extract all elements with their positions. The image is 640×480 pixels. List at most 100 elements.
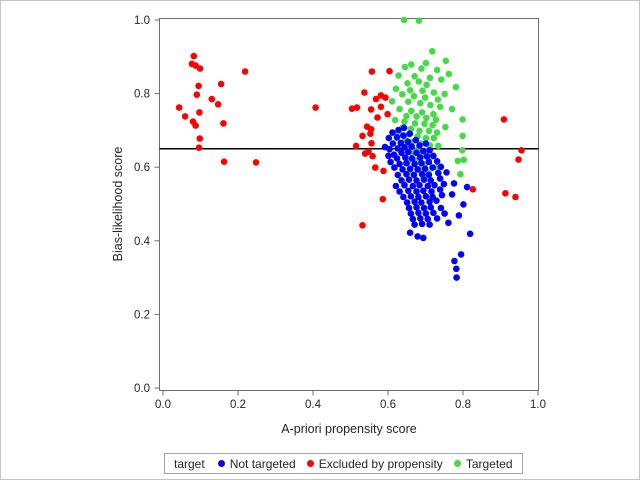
data-point-not-targeted [422,140,430,147]
data-point-not-targeted [422,210,430,217]
data-point-excluded-by-propensity [353,104,361,111]
data-point-not-targeted [413,204,420,211]
data-point-not-targeted [410,171,418,179]
data-point-not-targeted [427,204,435,211]
data-point-targeted [423,81,430,89]
y-tick-label: 0.4 [134,236,151,248]
x-tick-label: 0.8 [455,399,471,411]
data-point-not-targeted [440,180,448,188]
data-point-not-targeted [392,182,400,190]
data-point-not-targeted [433,158,441,165]
data-point-not-targeted [409,182,417,190]
data-point-not-targeted [466,230,474,238]
x-tick-label: 0.4 [305,399,322,411]
legend-title: target [174,456,205,471]
data-point-excluded-by-propensity [217,80,225,88]
data-point-not-targeted [445,219,452,227]
data-point-excluded-by-propensity [196,109,203,116]
legend: target Not targeted Excluded by propensit… [164,453,523,474]
data-point-not-targeted [438,191,446,199]
y-tick-label: 0.2 [134,309,150,321]
data-point-not-targeted [425,158,433,166]
data-point-targeted [422,134,430,142]
data-point-excluded-by-propensity [175,104,183,111]
data-point-targeted [413,113,420,120]
data-point-not-targeted [407,193,415,200]
data-point-targeted [454,157,462,165]
data-point-not-targeted [413,188,420,195]
data-point-not-targeted [396,160,403,168]
x-axis-title: A-priori propensity score [281,422,417,436]
legend-marker-icon [306,460,314,467]
data-point-targeted [410,92,418,100]
data-point-not-targeted [424,215,432,223]
data-point-excluded-by-propensity [312,104,319,111]
data-point-excluded-by-propensity [359,132,366,140]
data-point-not-targeted [435,169,442,177]
data-point-targeted [408,107,415,115]
data-point-targeted [457,170,464,178]
data-point-not-targeted [387,158,394,166]
data-point-not-targeted [385,134,393,142]
data-point-excluded-by-propensity [368,68,376,75]
data-point-excluded-by-propensity [195,144,203,151]
data-point-not-targeted [417,215,424,222]
data-point-not-targeted [403,170,410,178]
data-point-excluded-by-propensity [515,156,522,163]
data-point-targeted [441,90,448,98]
data-point-excluded-by-propensity [518,147,525,154]
data-point-not-targeted [393,155,401,162]
data-point-not-targeted [413,177,420,184]
data-point-not-targeted [420,187,427,195]
data-point-not-targeted [441,210,448,217]
data-point-not-targeted [423,153,431,160]
data-point-excluded-by-propensity [196,65,204,72]
data-point-not-targeted [433,215,441,222]
data-point-targeted [430,134,438,142]
data-point-excluded-by-propensity [252,159,260,166]
data-point-excluded-by-propensity [502,190,509,197]
data-point-not-targeted [389,129,396,136]
data-point-excluded-by-propensity [241,68,249,75]
data-point-targeted [429,121,436,129]
data-point-targeted [459,147,466,154]
data-point-not-targeted [401,144,408,151]
data-point-targeted [435,142,442,150]
data-point-not-targeted [433,197,440,204]
data-point-not-targeted [426,198,433,206]
data-point-not-targeted [402,154,409,161]
data-point-not-targeted [397,139,405,147]
data-point-not-targeted [395,126,402,134]
data-point-not-targeted [414,166,421,173]
data-point-excluded-by-propensity [192,122,199,129]
x-tick-label: 1.0 [530,399,546,411]
legend-item-not-targeted: Not targeted [217,457,296,471]
data-point-excluded-by-propensity [365,148,372,155]
data-point-targeted [396,105,403,113]
data-point-targeted [404,80,411,87]
data-point-excluded-by-propensity [361,89,368,96]
data-point-targeted [421,120,428,128]
data-point-not-targeted [403,159,410,167]
data-point-targeted [408,61,415,68]
data-point-not-targeted [400,124,408,132]
data-point-not-targeted [400,132,407,139]
data-point-targeted [417,99,424,107]
legend-item-targeted: Targeted [453,457,513,471]
data-point-not-targeted [431,181,438,189]
data-point-excluded-by-propensity [500,116,508,123]
data-point-targeted [400,16,408,24]
data-point-targeted [434,96,442,103]
data-point-not-targeted [463,183,471,191]
data-point-not-targeted [399,166,406,173]
data-point-excluded-by-propensity [196,135,204,142]
data-point-excluded-by-propensity [367,130,374,137]
legend-item-excluded-by-propensity: Excluded by propensity [306,457,443,471]
data-point-not-targeted [460,201,467,208]
data-point-not-targeted [418,159,425,167]
data-point-not-targeted [430,209,437,217]
data-point-excluded-by-propensity [214,101,222,108]
data-point-not-targeted [405,148,412,156]
data-point-not-targeted [404,138,412,146]
data-point-not-targeted [394,171,402,179]
